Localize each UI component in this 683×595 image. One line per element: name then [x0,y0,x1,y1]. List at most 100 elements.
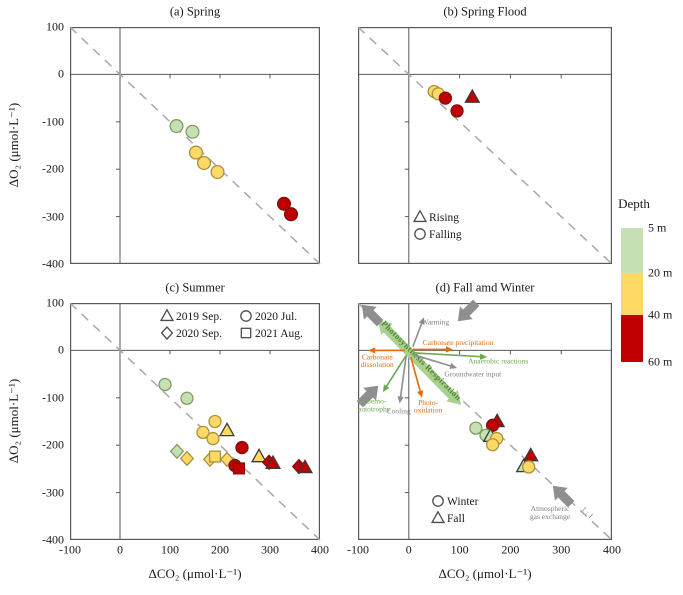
panel-b-title: (b) Spring Flood [443,4,527,19]
x-tick-label: 200 [211,542,229,557]
data-point-circle-green [469,421,483,435]
plot-border [358,303,613,541]
process-label: Warming [421,317,449,326]
process-arrow [411,353,453,368]
y-tick-label: -200 [42,437,64,452]
process-label: Groundwater input [444,370,502,379]
data-point-circle-yellow [522,460,536,474]
legend-label: Falling [429,229,462,241]
data-point-square-yellow [208,450,222,463]
arrowhead [368,347,376,354]
legend-marker-circle [414,228,426,240]
data-point-triangle-yellow [250,448,268,463]
y-tick-label: -200 [42,161,64,176]
depth-swatch-red [621,315,643,362]
data-point-triangle-yellow [218,421,236,437]
legend-marker-circle [240,310,252,322]
data-point-circle-yellow [210,164,225,180]
y-tick-label: -300 [42,209,64,224]
legend-label: 2021 Aug. [255,328,303,340]
data-point-triangle-red [464,88,481,103]
panel-a-plot [69,26,321,265]
gas-exchange-block-arrow [457,299,480,322]
y-tick-label: -300 [42,485,64,500]
arrowhead [382,384,390,393]
plot-border [358,27,613,265]
arrowhead [417,390,424,398]
process-arrow [384,355,407,389]
x-tick-label: 0 [117,542,123,557]
process-label: Anaerobic reactions [468,356,528,365]
process-arrow [410,356,422,394]
data-point-circle-green [180,391,194,405]
arrowhead [446,390,462,405]
x-tick-label: 400 [603,542,621,557]
process-arrow [412,321,424,347]
process-label: Carbonate precipitation [423,338,494,347]
panel-c-title: (c) Summer [165,280,225,295]
panel-b-plot: Rising Falling [357,26,613,265]
x-axis-title-right: ΔCO₂ (μmol·L⁻¹) [438,566,532,581]
data-point-diamond-yellow [179,450,195,467]
process-label: Atmospheric gas exchange [530,504,571,521]
process-arrow [412,351,483,358]
legend-marker-triangle [430,510,446,524]
x-tick-label: -100 [347,542,369,557]
data-point-circle-yellow [208,414,222,429]
y-tick-label: -100 [42,390,64,405]
legend-label: Rising [429,212,459,224]
depth-swatch-yellow [621,273,643,315]
arrowhead [479,353,488,360]
panel-a-title: (a) Spring [169,4,221,19]
depth-tick-label: 40 m [648,307,673,322]
data-point-circle-yellow [196,425,210,440]
process-label: Carbonate dissolution [361,352,394,369]
depth-tick-label: 20 m [648,265,673,280]
data-point-circle-yellow [196,155,212,171]
y-tick-label: 100 [46,295,64,310]
depth-tick-label: 5 m [648,220,667,235]
one-to-one-line [357,26,613,265]
data-point-circle-red [450,104,464,118]
data-point-circle-green [169,119,184,134]
legend-label: 2019 Sep. [176,311,222,323]
process-label: Chemo-autotrophy [358,397,391,414]
data-point-circle-yellow [206,431,220,446]
data-point-square-red [232,462,246,475]
x-tick-label: 300 [552,542,571,557]
process-label: Photo-oxidation [414,398,443,415]
data-point-triangle-red [264,454,282,469]
y-tick-label: 0 [58,66,64,81]
plot-border [70,303,321,541]
arrowhead [397,396,404,404]
process-label: 1 : 1 [580,505,596,521]
legend-label: 2020 Jul. [255,311,297,323]
y-tick-label: -400 [42,256,64,271]
data-point-circle-red [438,91,453,105]
depth-swatch-green [621,228,643,273]
depth-tick-label: 60 m [648,354,673,369]
data-point-circle-green [158,377,172,392]
x-tick-label: 100 [161,542,179,557]
arrowhead [377,320,393,335]
data-point-circle-yellow [188,145,204,160]
arrowhead [445,346,453,353]
process-label: Cooling [387,407,411,416]
y-axis-title-bottom: ΔO₂ (μmol·L⁻¹) [6,378,21,464]
legend-marker-circle [432,495,444,507]
legend-label: Winter [447,496,479,508]
process-arrow [399,355,408,399]
legend-marker-triangle [412,209,428,223]
gas-exchange-block-arrow [361,304,384,327]
data-point-circle-green [185,124,200,139]
y-tick-label: -100 [42,114,64,129]
data-point-circle-red [276,196,292,211]
data-point-circle-red [283,207,299,222]
data-point-circle-red [235,440,249,455]
arrowhead [418,317,425,325]
arrowhead [449,362,458,369]
x-tick-label: 200 [501,542,520,557]
x-tick-label: 0 [405,542,412,557]
y-axis-title-top: ΔO₂ (μmol·L⁻¹) [6,102,21,188]
